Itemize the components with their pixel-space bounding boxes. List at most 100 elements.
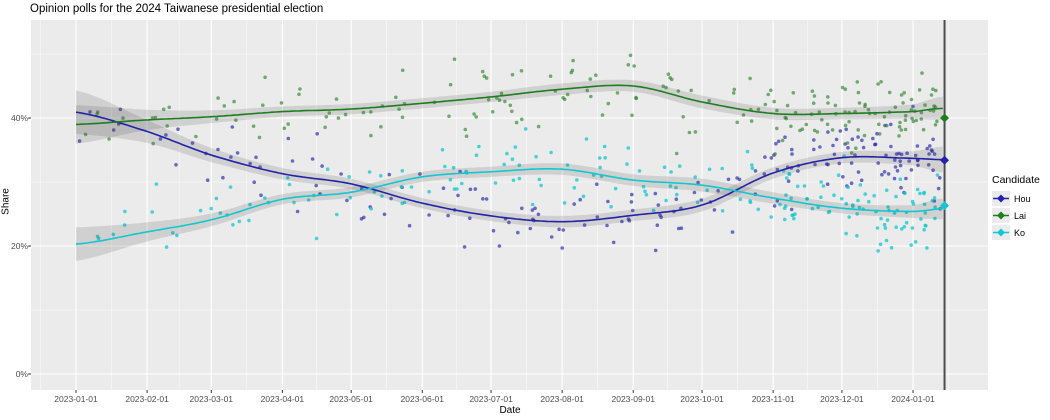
poll-point	[922, 190, 926, 195]
poll-point	[936, 186, 941, 191]
poll-point	[372, 190, 377, 194]
x-tick-label: 2023-04-01	[260, 394, 305, 404]
poll-point	[720, 209, 725, 213]
poll-point	[111, 128, 116, 132]
poll-point	[795, 184, 800, 189]
poll-point	[826, 162, 830, 167]
poll-point	[510, 157, 515, 161]
poll-point	[816, 205, 820, 210]
poll-point	[502, 162, 507, 167]
poll-point	[826, 101, 830, 105]
ko-key-icon	[992, 225, 1010, 240]
poll-point	[921, 127, 926, 132]
poll-point	[689, 88, 693, 93]
poll-point	[534, 154, 538, 159]
poll-point	[279, 101, 284, 105]
poll-point	[452, 57, 457, 61]
poll-point	[121, 116, 125, 120]
poll-point	[644, 192, 649, 197]
poll-point	[774, 141, 778, 146]
poll-point	[490, 110, 495, 114]
poll-point	[889, 122, 893, 127]
poll-point	[582, 223, 587, 227]
poll-point	[681, 115, 685, 119]
poll-point	[630, 192, 634, 197]
poll-point	[615, 91, 620, 95]
poll-point	[924, 224, 928, 228]
poll-point	[863, 192, 867, 196]
poll-point	[875, 131, 879, 136]
poll-point	[925, 146, 929, 151]
legend-item-lai: Lai	[992, 207, 1040, 224]
poll-point	[347, 175, 351, 179]
poll-point	[630, 208, 635, 213]
poll-point	[849, 151, 854, 155]
poll-point	[565, 163, 570, 167]
poll-point	[849, 181, 854, 185]
poll-point	[581, 194, 586, 199]
poll-point	[389, 196, 393, 201]
poll-point	[491, 228, 496, 233]
poll-point	[209, 206, 213, 211]
poll-point	[603, 156, 607, 160]
poll-point	[379, 125, 383, 129]
poll-point	[548, 74, 553, 78]
poll-point	[856, 170, 861, 174]
poll-point	[306, 198, 311, 202]
poll-point	[918, 191, 922, 196]
legend-item-ko: Ko	[992, 224, 1040, 241]
poll-point	[856, 198, 860, 203]
poll-point	[867, 199, 871, 204]
poll-point	[903, 127, 908, 132]
poll-point	[790, 152, 794, 156]
x-tick-label: 2023-01-01	[54, 394, 98, 404]
poll-point	[446, 213, 450, 218]
poll-point	[666, 72, 671, 76]
poll-point	[791, 213, 795, 217]
x-tick-label: 2023-05-01	[329, 394, 373, 404]
poll-point	[510, 72, 515, 77]
poll-point	[167, 105, 171, 110]
poll-point	[343, 112, 348, 117]
poll-point	[361, 110, 366, 115]
poll-point	[557, 227, 561, 232]
poll-point	[611, 240, 616, 245]
poll-point	[679, 226, 684, 230]
poll-point	[762, 172, 767, 176]
x-tick-label: 2023-07-01	[469, 394, 513, 404]
poll-point	[866, 107, 871, 112]
poll-point	[613, 186, 618, 191]
poll-point	[696, 180, 700, 185]
poll-point	[810, 89, 815, 93]
poll-point	[909, 168, 914, 172]
poll-point	[813, 162, 817, 167]
poll-point	[933, 205, 937, 209]
poll-point	[251, 124, 256, 128]
poll-point	[230, 125, 235, 129]
poll-point	[855, 234, 859, 238]
poll-point	[898, 177, 903, 181]
poll-point	[537, 177, 542, 182]
poll-point	[205, 178, 210, 182]
poll-point	[314, 183, 319, 188]
poll-point	[902, 225, 907, 229]
poll-point	[409, 185, 414, 189]
poll-point	[915, 187, 920, 192]
poll-point	[158, 137, 163, 141]
poll-point	[669, 170, 673, 174]
poll-point	[827, 209, 832, 214]
poll-point	[859, 178, 864, 183]
x-tick-label: 2023-02-01	[125, 394, 169, 404]
poll-point	[789, 124, 793, 129]
y-tick-label: 20%	[10, 241, 28, 251]
poll-point	[851, 204, 855, 209]
poll-point	[588, 77, 593, 81]
poll-point	[88, 110, 92, 114]
poll-point	[893, 165, 898, 169]
poll-point	[656, 203, 661, 207]
poll-point	[853, 109, 857, 114]
poll-point	[493, 181, 498, 185]
poll-point	[882, 115, 887, 119]
poll-point	[884, 153, 888, 158]
poll-point	[899, 185, 903, 190]
